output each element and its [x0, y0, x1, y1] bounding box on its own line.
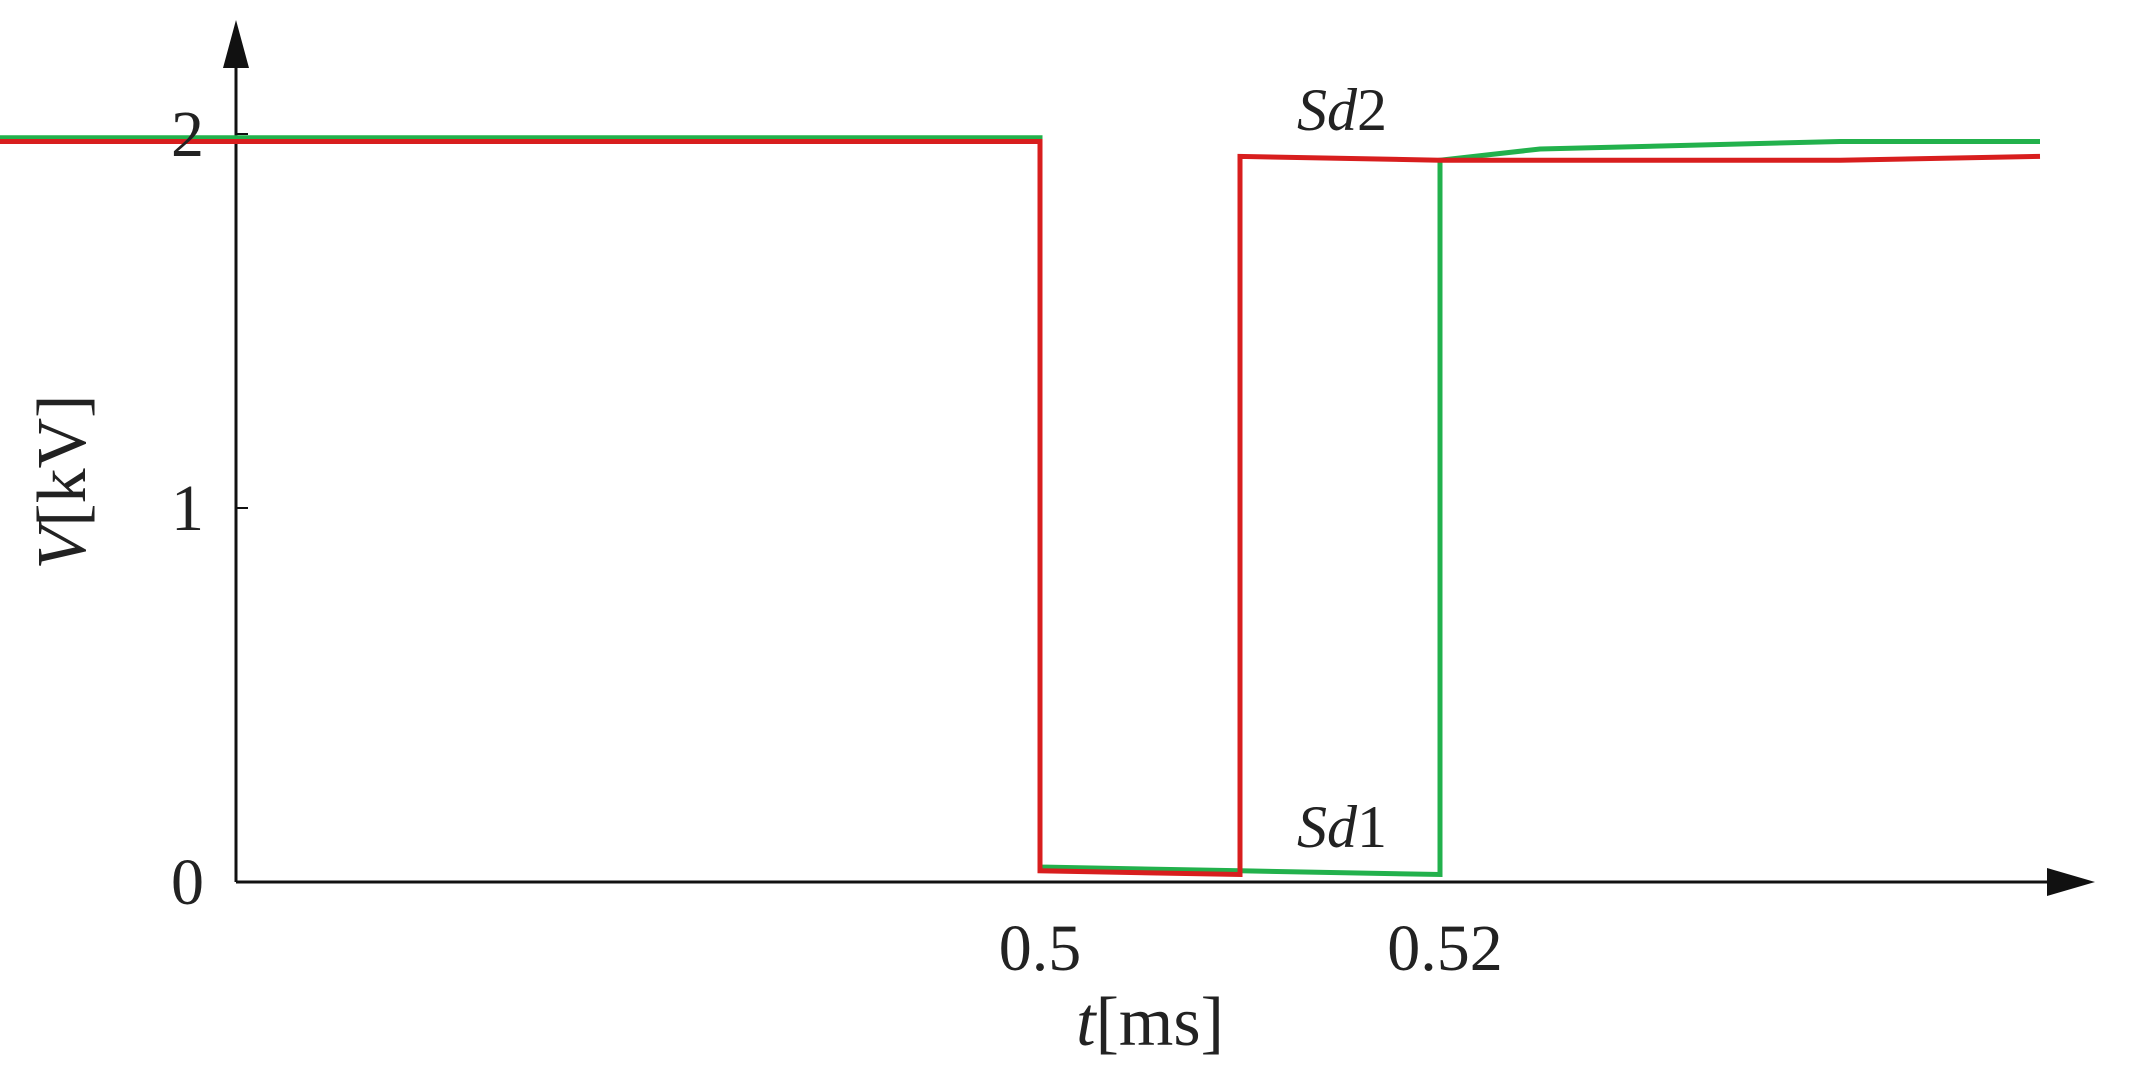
series-label-sd2-var: Sd	[1297, 77, 1358, 143]
series-group	[0, 135, 2041, 878]
tick-labels: 0 1 2 0.5 0.52	[171, 98, 1503, 985]
x-tick-label: 0.52	[1387, 912, 1503, 985]
axes	[223, 20, 2095, 896]
y-axis-label: V[kV]	[24, 395, 101, 570]
x-axis-label-unit: [ms]	[1096, 984, 1224, 1061]
y-tick-label: 1	[171, 472, 204, 545]
x-axis-label-var: t	[1076, 984, 1097, 1061]
x-tick-label: 0.5	[999, 912, 1082, 985]
series-label-sd1: Sd1	[1297, 794, 1387, 860]
series-line-sd1	[0, 135, 2040, 878]
series-label-sd1-var: Sd	[1297, 794, 1358, 860]
series-label-sd2-num: 2	[1357, 77, 1387, 143]
y-axis-arrowhead	[223, 20, 249, 68]
x-axis-label: t[ms]	[1076, 984, 1224, 1061]
y-tick-label: 2	[171, 98, 204, 171]
y-axis-label-var: V	[24, 519, 101, 569]
series-label-sd2: Sd2	[1297, 77, 1387, 143]
x-axis-arrowhead	[2047, 868, 2095, 896]
y-axis-label-unit: [kV]	[24, 395, 101, 527]
series-label-sd1-num: 1	[1357, 794, 1387, 860]
y-tick-label: 0	[171, 846, 204, 919]
series-line-sd2	[0, 139, 2041, 878]
